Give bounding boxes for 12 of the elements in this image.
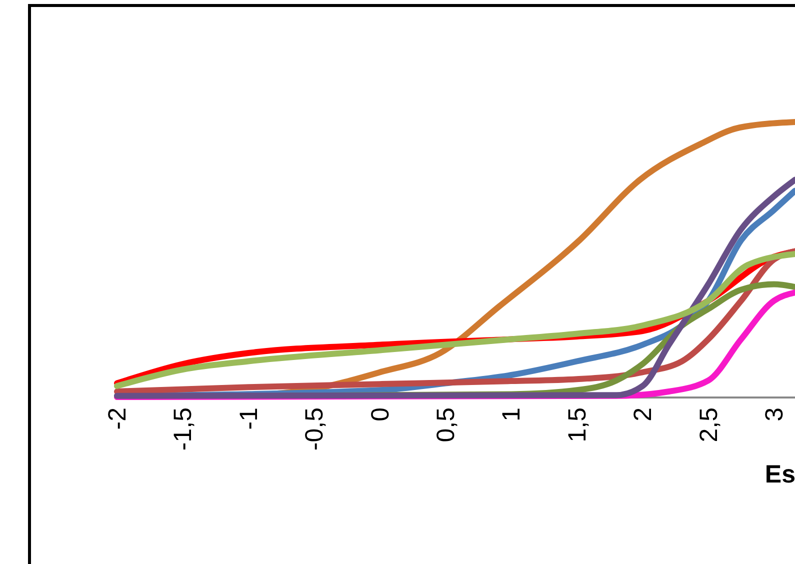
x-tick-label: -0,5 [300,408,329,451]
x-tick-label: 2,5 [694,408,723,442]
x-tick-label: 2 [629,408,658,422]
x-tick-label: 1,5 [563,408,592,442]
x-tick-label: 1 [498,408,526,422]
x-tick-label: -1,5 [169,408,198,451]
x-axis-title: Es [764,460,795,489]
x-tick-label: -2 [104,408,132,430]
x-tick-label: -1 [234,408,263,430]
x-tick-label: 3 [760,408,788,422]
x-tick-label: 0,5 [432,408,460,442]
x-tick-label: 0 [366,408,394,422]
